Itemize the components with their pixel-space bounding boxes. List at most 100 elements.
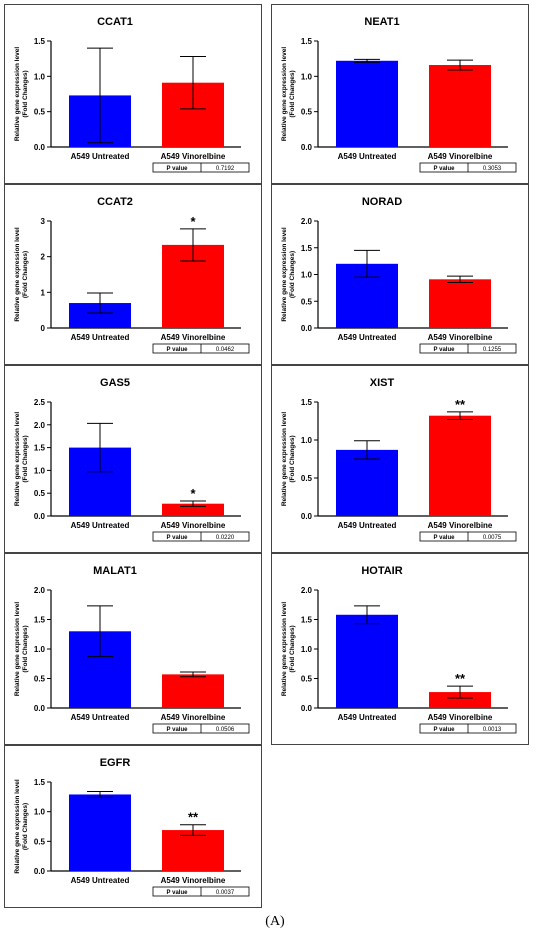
bar-vinorelbine <box>162 674 224 708</box>
chart-panel-neat1: NEAT1 0.0 0.5 1.0 1.5 Relative gene expressio… <box>271 4 529 184</box>
significance-marker: * <box>190 486 196 501</box>
bar-vinorelbine <box>429 415 491 516</box>
pvalue-label: P value <box>434 347 456 353</box>
category-label: A549 Untreated <box>71 152 130 161</box>
y-tick-label: 0.5 <box>34 489 46 498</box>
y-tick-label: 2.5 <box>34 398 46 407</box>
y-axis-label: Relative gene expression level <box>281 47 288 141</box>
y-tick-label: 0.0 <box>34 867 46 876</box>
category-label: A549 Untreated <box>71 333 130 342</box>
pvalue-value: 0.0506 <box>216 727 235 733</box>
y-tick-label: 2.0 <box>34 586 46 595</box>
category-label: A549 Vinorelbine <box>161 152 226 161</box>
significance-marker: ** <box>455 671 466 686</box>
y-axis-label: Relative gene expression level <box>14 602 21 696</box>
category-label: A549 Vinorelbine <box>161 333 226 342</box>
chart-panel-malat1: MALAT1 0.0 0.5 1.0 1.5 2.0 Relative gene expre… <box>4 553 262 745</box>
category-label: A549 Untreated <box>338 333 397 342</box>
category-label: A549 Untreated <box>338 713 397 722</box>
pvalue-value: 0.0075 <box>483 535 502 541</box>
bar-vinorelbine <box>429 692 491 708</box>
chart-title: CCAT1 <box>97 16 133 28</box>
y-tick-label: 0.0 <box>301 324 313 333</box>
y-tick-label: 0.5 <box>34 837 46 846</box>
bar-vinorelbine <box>162 503 224 516</box>
category-label: A549 Vinorelbine <box>161 521 226 530</box>
y-axis-label: (Fold Changes) <box>22 803 29 850</box>
category-label: A549 Untreated <box>71 713 130 722</box>
category-label: A549 Untreated <box>338 521 397 530</box>
y-axis-label: Relative gene expression level <box>14 779 21 873</box>
chart-panel-norad: NORAD 0.0 0.5 1.0 1.5 2.0 Relative gene expres… <box>271 184 529 365</box>
chart-title: HOTAIR <box>361 565 402 577</box>
y-tick-label: 0.0 <box>34 704 46 713</box>
y-tick-label: 1.5 <box>34 37 46 46</box>
pvalue-label: P value <box>167 347 189 353</box>
y-tick-label: 1.5 <box>34 444 46 453</box>
pvalue-value: 0.0013 <box>483 727 502 733</box>
figure-caption: (A) <box>265 914 285 929</box>
chart-svg: HOTAIR 0.0 0.5 1.0 1.5 2.0 Relative gene expre… <box>281 565 517 734</box>
chart-svg: NORAD 0.0 0.5 1.0 1.5 2.0 Relative gene expres… <box>281 196 517 354</box>
y-tick-label: 1.5 <box>301 37 313 46</box>
chart-panel-egfr: EGFR 0.0 0.5 1.0 1.5 Relative gene expression… <box>4 745 262 908</box>
pvalue-label: P value <box>434 535 456 541</box>
y-tick-label: 1.0 <box>301 72 313 81</box>
y-axis-label: (Fold Changes) <box>289 70 296 117</box>
y-axis-label: Relative gene expression level <box>14 412 21 506</box>
chart-svg: NEAT1 0.0 0.5 1.0 1.5 Relative gene expressio… <box>281 16 517 173</box>
significance-marker: * <box>190 214 196 229</box>
pvalue-value: 0.1255 <box>483 347 502 353</box>
y-axis-label: Relative gene expression level <box>281 412 288 506</box>
chart-title: GAS5 <box>100 377 130 389</box>
bar-vinorelbine <box>162 830 224 871</box>
pvalue-value: 0.0220 <box>216 535 235 541</box>
chart-panel-ccat2: CCAT2 0 1 2 3 Relative gene expression level(… <box>4 184 262 365</box>
pvalue-label: P value <box>167 890 189 896</box>
chart-title: EGFR <box>100 757 131 769</box>
category-label: A549 Vinorelbine <box>428 333 493 342</box>
y-tick-label: 1.5 <box>301 398 313 407</box>
y-tick-label: 0.0 <box>301 512 313 521</box>
category-label: A549 Vinorelbine <box>161 713 226 722</box>
bar-vinorelbine <box>429 279 491 328</box>
pvalue-value: 0.0462 <box>216 347 235 353</box>
y-axis-label: Relative gene expression level <box>281 227 288 321</box>
y-tick-label: 1.0 <box>34 466 46 475</box>
y-tick-label: 0.5 <box>34 675 46 684</box>
y-tick-label: 0.0 <box>34 143 46 152</box>
bar-untreated <box>336 60 398 147</box>
y-tick-label: 2.0 <box>301 217 313 226</box>
chart-title: MALAT1 <box>93 565 137 577</box>
y-tick-label: 1.0 <box>301 271 313 280</box>
y-axis-label: (Fold Changes) <box>22 625 29 672</box>
chart-panel-ccat1: CCAT1 0.0 0.5 1.0 1.5 Relative gene expressio… <box>4 4 262 184</box>
bar-untreated <box>336 449 398 516</box>
category-label: A549 Untreated <box>71 876 130 885</box>
pvalue-label: P value <box>434 166 456 172</box>
chart-svg: CCAT1 0.0 0.5 1.0 1.5 Relative gene expressio… <box>14 16 250 173</box>
y-axis-label: Relative gene expression level <box>14 227 21 321</box>
y-tick-label: 1 <box>41 288 46 297</box>
category-label: A549 Vinorelbine <box>428 713 493 722</box>
chart-svg: GAS5 0.0 0.5 1.0 1.5 2.0 2.5 Relative gene expr… <box>14 377 250 542</box>
y-tick-label: 3 <box>41 217 46 226</box>
y-tick-label: 1.0 <box>301 645 313 654</box>
y-tick-label: 1.5 <box>301 244 313 253</box>
y-axis-label: (Fold Changes) <box>289 251 296 298</box>
category-label: A549 Vinorelbine <box>428 152 493 161</box>
y-tick-label: 0 <box>41 324 46 333</box>
pvalue-label: P value <box>167 727 189 733</box>
y-axis-label: (Fold Changes) <box>289 625 296 672</box>
chart-panel-hotair: HOTAIR 0.0 0.5 1.0 1.5 2.0 Relative gene expre… <box>271 553 529 745</box>
y-axis-label: (Fold Changes) <box>22 251 29 298</box>
y-tick-label: 1.0 <box>34 808 46 817</box>
pvalue-label: P value <box>434 727 456 733</box>
chart-title: XIST <box>370 377 395 389</box>
y-axis-label: (Fold Changes) <box>22 435 29 482</box>
y-tick-label: 1.0 <box>34 645 46 654</box>
pvalue-value: 0.3053 <box>483 166 502 172</box>
y-tick-label: 1.5 <box>34 778 46 787</box>
y-tick-label: 1.0 <box>34 72 46 81</box>
pvalue-value: 0.0037 <box>216 890 235 896</box>
